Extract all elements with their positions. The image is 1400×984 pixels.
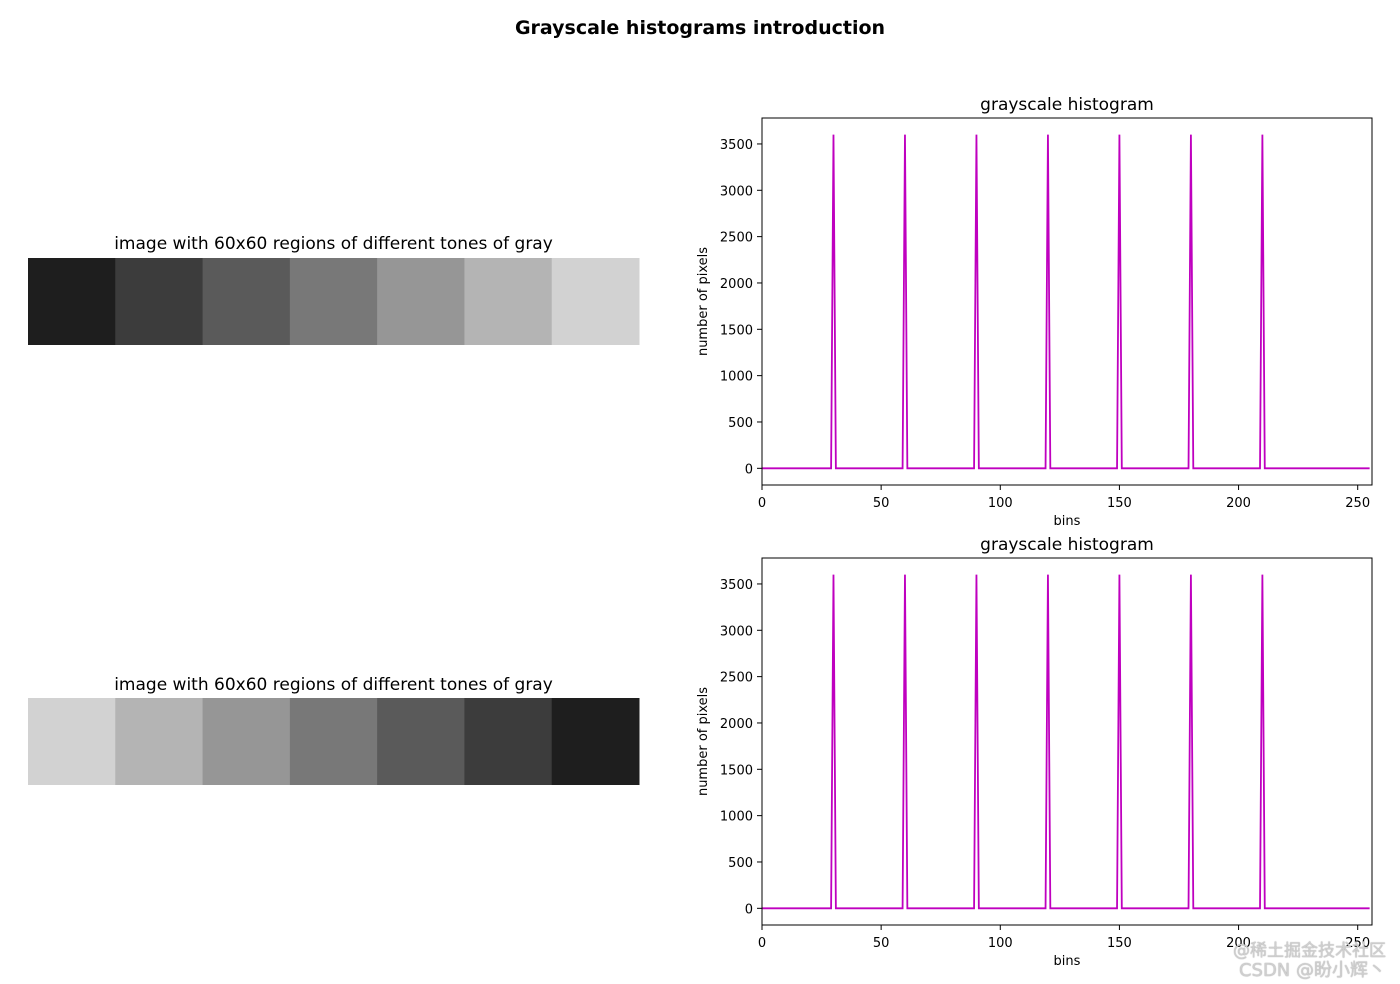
chart-title: grayscale histogram [980, 95, 1154, 115]
x-tick-label: 100 [988, 936, 1013, 951]
y-tick-label: 2000 [720, 717, 753, 732]
gray-region-2 [115, 698, 204, 785]
y-tick-label: 500 [728, 856, 753, 871]
y-axis-label: number of pixels [696, 687, 711, 796]
y-tick-label: 0 [745, 462, 753, 477]
y-tick-label: 1500 [720, 323, 753, 338]
gray-region-7 [551, 698, 640, 785]
x-tick-label: 150 [1107, 496, 1132, 511]
axes-frame [761, 557, 1373, 926]
x-axis-label: bins [1054, 514, 1081, 529]
gray-region-2 [115, 258, 204, 345]
x-tick-label: 200 [1226, 496, 1251, 511]
image-title: image with 60x60 regions of different to… [114, 234, 553, 254]
x-tick-label: 50 [873, 496, 890, 511]
y-tick-label: 1500 [720, 763, 753, 778]
gray-region-5 [377, 258, 465, 345]
gray-region-6 [464, 698, 553, 785]
x-tick-label: 100 [988, 496, 1013, 511]
image-panel-2: image with 60x60 regions of different to… [28, 675, 640, 785]
x-tick-label: 0 [758, 496, 766, 511]
y-tick-label: 1000 [720, 810, 753, 825]
histogram-line [762, 574, 1370, 910]
y-tick-label: 2500 [720, 231, 753, 246]
image-title: image with 60x60 regions of different to… [114, 675, 553, 695]
gray-region-4 [289, 258, 378, 345]
gray-region-1 [28, 698, 116, 785]
x-tick-label: 150 [1107, 936, 1132, 951]
y-tick-label: 0 [745, 902, 753, 917]
y-tick-label: 1000 [720, 370, 753, 385]
y-tick-label: 3000 [720, 184, 753, 199]
histogram-line [762, 134, 1370, 470]
y-axis-label: number of pixels [696, 247, 711, 356]
figure-suptitle: Grayscale histograms introduction [515, 17, 885, 39]
gray-region-7 [551, 258, 640, 345]
gray-region-3 [202, 698, 291, 785]
y-tick-label: 500 [728, 416, 753, 431]
y-tick-label: 3500 [720, 138, 753, 153]
watermark-juejin: @稀土掘金技术社区 [1233, 941, 1386, 961]
y-tick-label: 3500 [720, 578, 753, 593]
y-tick-label: 2500 [720, 671, 753, 686]
y-tick-label: 2000 [720, 277, 753, 292]
axes-frame [761, 117, 1373, 486]
x-tick-label: 0 [758, 936, 766, 951]
gray-region-5 [377, 698, 465, 785]
x-tick-label: 50 [873, 936, 890, 951]
x-tick-label: 200 [1226, 936, 1251, 951]
gray-region-3 [202, 258, 291, 345]
x-tick-label: 250 [1345, 496, 1370, 511]
gray-region-6 [464, 258, 553, 345]
x-tick-label: 250 [1345, 936, 1370, 951]
chart-title: grayscale histogram [980, 535, 1154, 555]
y-tick-label: 3000 [720, 624, 753, 639]
gray-region-1 [28, 258, 116, 345]
watermark-csdn: CSDN @盼小辉丶 [1238, 960, 1386, 981]
gray-region-4 [289, 698, 378, 785]
x-axis-label: bins [1054, 954, 1081, 969]
image-panel-1: image with 60x60 regions of different to… [28, 234, 640, 345]
image-panels: image with 60x60 regions of different to… [28, 234, 640, 785]
